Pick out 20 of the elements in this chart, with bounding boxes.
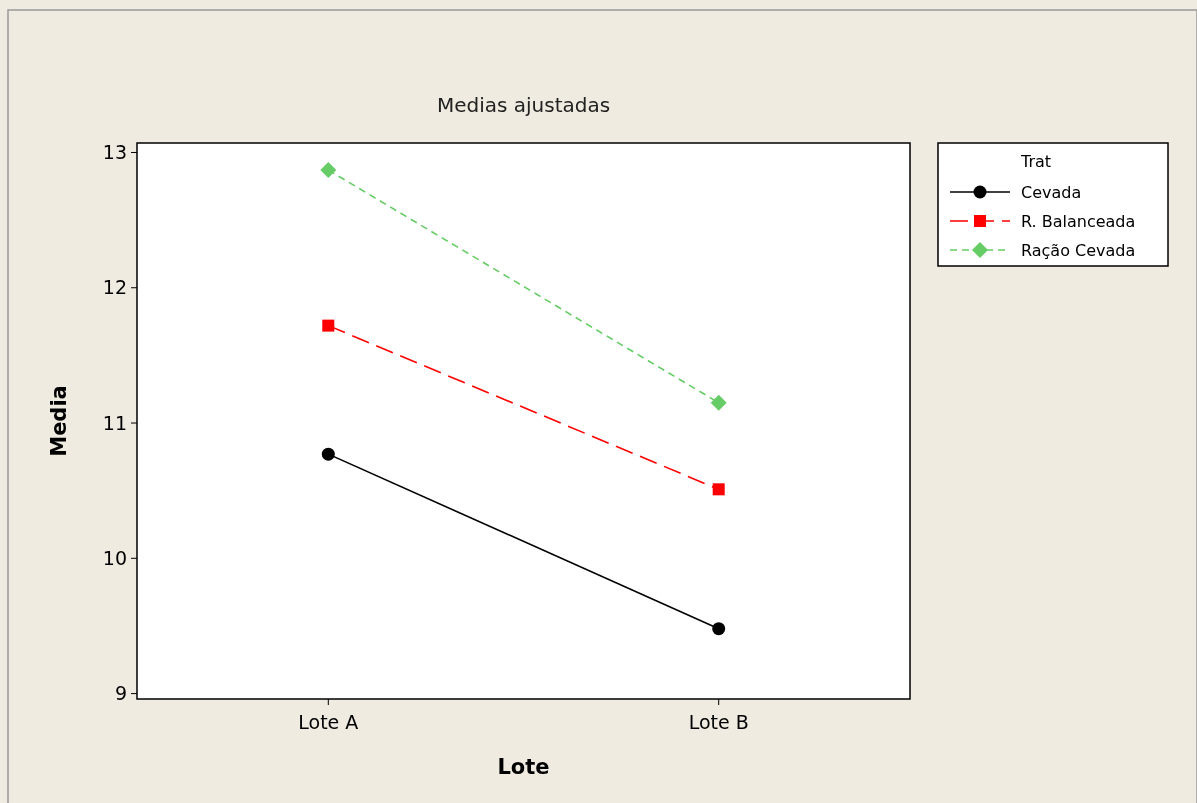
y-tick-label: 10 xyxy=(102,546,127,569)
point xyxy=(712,622,726,636)
point xyxy=(322,319,335,332)
point xyxy=(710,394,727,411)
y-tick-label: 11 xyxy=(102,411,127,434)
y-tick-label: 12 xyxy=(102,276,127,299)
y-tick-label: 13 xyxy=(102,141,127,164)
legend-label: Ração Cevada xyxy=(1021,240,1136,260)
legend-title: Trat xyxy=(1020,152,1052,171)
point xyxy=(712,483,725,496)
y-tick-label: 9 xyxy=(114,682,127,705)
point xyxy=(321,447,335,461)
y-axis-title: Media xyxy=(47,385,71,457)
x-tick-label: Lote A xyxy=(298,711,359,733)
legend-label: Cevada xyxy=(1021,182,1082,202)
chart-title: Medias ajustadas xyxy=(436,93,611,117)
legend-label: R. Balanceada xyxy=(1021,211,1136,231)
x-axis-title: Lote xyxy=(497,755,550,779)
x-tick-label: Lote B xyxy=(688,711,749,733)
point xyxy=(320,162,337,179)
